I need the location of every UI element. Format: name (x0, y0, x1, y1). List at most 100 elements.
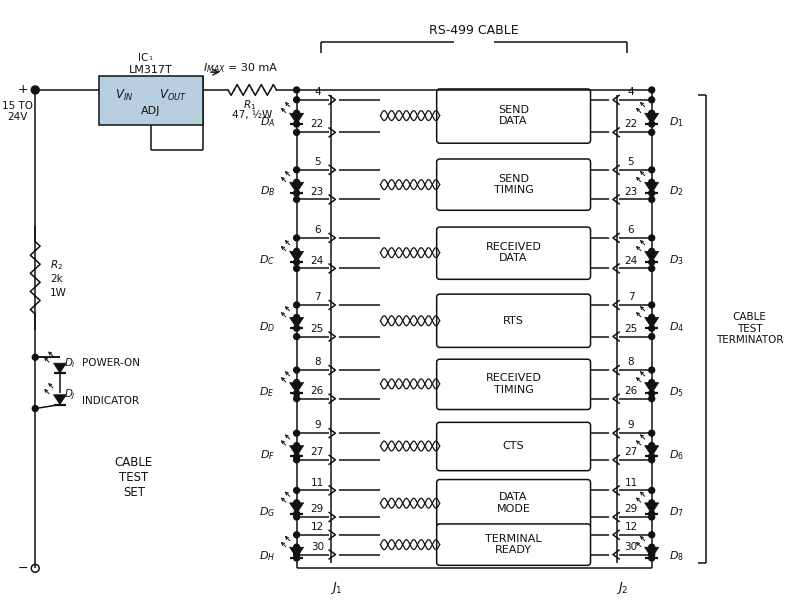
Text: 5: 5 (628, 157, 634, 167)
Text: 29: 29 (624, 504, 638, 514)
Circle shape (294, 302, 299, 308)
Text: $V_{IN}$: $V_{IN}$ (114, 88, 134, 103)
Text: SEND
DATA: SEND DATA (498, 105, 529, 126)
Text: 24: 24 (624, 255, 638, 266)
Text: DATA
MODE: DATA MODE (497, 492, 530, 514)
Circle shape (294, 514, 299, 520)
Circle shape (294, 121, 299, 127)
Text: $D_7$: $D_7$ (670, 505, 684, 519)
Text: $D_B$: $D_B$ (259, 185, 275, 198)
FancyBboxPatch shape (437, 422, 590, 471)
Polygon shape (645, 503, 658, 514)
Text: 24: 24 (310, 255, 324, 266)
Text: 22: 22 (624, 119, 638, 129)
FancyBboxPatch shape (437, 480, 590, 528)
Text: $D_1$: $D_1$ (670, 116, 684, 129)
Text: 30: 30 (625, 541, 638, 552)
Text: 4: 4 (314, 87, 321, 97)
Text: 27: 27 (624, 447, 638, 457)
Circle shape (294, 396, 299, 402)
Circle shape (649, 333, 654, 339)
Circle shape (294, 259, 299, 265)
Circle shape (649, 235, 654, 241)
Text: $D_2$: $D_2$ (670, 185, 684, 198)
Circle shape (649, 167, 654, 173)
Text: 26: 26 (310, 386, 324, 396)
Circle shape (294, 266, 299, 272)
Circle shape (32, 87, 38, 93)
Circle shape (649, 325, 654, 331)
Text: RECEIVED
TIMING: RECEIVED TIMING (486, 373, 542, 394)
Circle shape (294, 532, 299, 538)
Circle shape (294, 379, 299, 385)
Circle shape (649, 532, 654, 538)
Circle shape (649, 129, 654, 136)
Text: +: + (18, 83, 29, 96)
Circle shape (294, 511, 299, 517)
Circle shape (294, 367, 299, 373)
Circle shape (649, 179, 654, 185)
Polygon shape (645, 113, 658, 124)
FancyBboxPatch shape (437, 359, 590, 410)
Circle shape (294, 190, 299, 196)
Text: −: − (18, 562, 29, 575)
Circle shape (294, 235, 299, 241)
Text: $V_{OUT}$: $V_{OUT}$ (159, 88, 187, 103)
Text: $D_G$: $D_G$ (258, 505, 275, 519)
Text: $D_A$: $D_A$ (259, 116, 275, 129)
Circle shape (649, 396, 654, 402)
Text: CTS: CTS (502, 441, 525, 451)
FancyBboxPatch shape (437, 294, 590, 347)
FancyBboxPatch shape (437, 227, 590, 280)
Polygon shape (645, 446, 658, 456)
Polygon shape (645, 382, 658, 393)
Text: 7: 7 (314, 292, 321, 302)
Text: $D_I$: $D_I$ (64, 356, 76, 370)
Text: CABLE
TEST
SET: CABLE TEST SET (114, 456, 153, 499)
Circle shape (294, 129, 299, 136)
Text: 1W: 1W (50, 288, 67, 298)
Text: $D_4$: $D_4$ (670, 320, 685, 333)
Text: 25: 25 (310, 324, 324, 333)
Text: CABLE
TEST
TERMINATOR: CABLE TEST TERMINATOR (716, 312, 783, 345)
Circle shape (32, 405, 38, 411)
Text: $J_1$: $J_1$ (330, 580, 342, 596)
Text: $_1$: $_1$ (148, 54, 154, 63)
Circle shape (649, 457, 654, 463)
Circle shape (649, 430, 654, 436)
Polygon shape (645, 182, 658, 193)
Polygon shape (290, 547, 304, 558)
Circle shape (649, 110, 654, 116)
Text: LM317T: LM317T (129, 65, 173, 75)
Circle shape (294, 544, 299, 550)
Text: IC: IC (138, 53, 148, 64)
Circle shape (294, 315, 299, 321)
Text: $D_5$: $D_5$ (670, 385, 684, 399)
Polygon shape (290, 446, 304, 456)
Text: 8: 8 (628, 357, 634, 367)
Polygon shape (645, 318, 658, 329)
Text: 26: 26 (624, 386, 638, 396)
Text: 8: 8 (314, 357, 321, 367)
Circle shape (649, 248, 654, 254)
FancyBboxPatch shape (437, 524, 590, 565)
Circle shape (294, 333, 299, 339)
Circle shape (294, 457, 299, 463)
Polygon shape (290, 113, 304, 124)
Circle shape (294, 97, 299, 103)
Text: $J_2$: $J_2$ (616, 580, 628, 596)
Circle shape (649, 443, 654, 448)
Circle shape (294, 248, 299, 254)
Circle shape (294, 167, 299, 173)
Text: 5: 5 (314, 157, 321, 167)
Text: 6: 6 (628, 225, 634, 235)
Text: 30: 30 (310, 541, 324, 552)
Circle shape (649, 87, 654, 93)
Polygon shape (645, 547, 658, 558)
Text: 25: 25 (624, 324, 638, 333)
Circle shape (294, 197, 299, 203)
Text: $R_2$: $R_2$ (50, 258, 63, 272)
Text: 4: 4 (628, 87, 634, 97)
Polygon shape (290, 318, 304, 329)
Text: 9: 9 (628, 420, 634, 430)
